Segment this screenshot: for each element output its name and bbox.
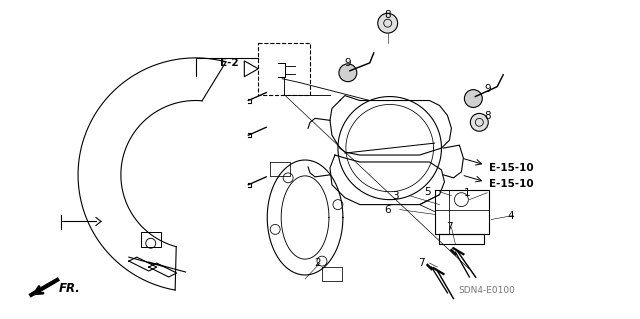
Text: 5: 5 bbox=[424, 187, 431, 197]
Circle shape bbox=[378, 13, 397, 33]
Text: 2: 2 bbox=[315, 258, 321, 268]
Circle shape bbox=[339, 64, 357, 82]
Text: 1: 1 bbox=[464, 188, 470, 198]
Text: 7: 7 bbox=[419, 258, 425, 268]
Text: E-15-10: E-15-10 bbox=[489, 179, 534, 189]
Bar bbox=[259, 43, 310, 94]
Text: 3: 3 bbox=[392, 191, 399, 201]
Text: 8: 8 bbox=[484, 111, 491, 121]
Text: 7: 7 bbox=[446, 222, 452, 233]
Text: 9: 9 bbox=[484, 84, 491, 93]
Text: 6: 6 bbox=[385, 204, 391, 215]
Text: SDN4-E0100: SDN4-E0100 bbox=[459, 286, 516, 295]
Circle shape bbox=[470, 114, 488, 131]
Polygon shape bbox=[244, 61, 259, 77]
Text: 4: 4 bbox=[508, 211, 515, 220]
Text: 8: 8 bbox=[385, 10, 391, 20]
Text: E-2: E-2 bbox=[220, 58, 238, 68]
Text: E-15-10: E-15-10 bbox=[489, 163, 534, 173]
Text: FR.: FR. bbox=[59, 282, 81, 295]
Circle shape bbox=[465, 90, 483, 108]
Text: 9: 9 bbox=[344, 58, 351, 68]
